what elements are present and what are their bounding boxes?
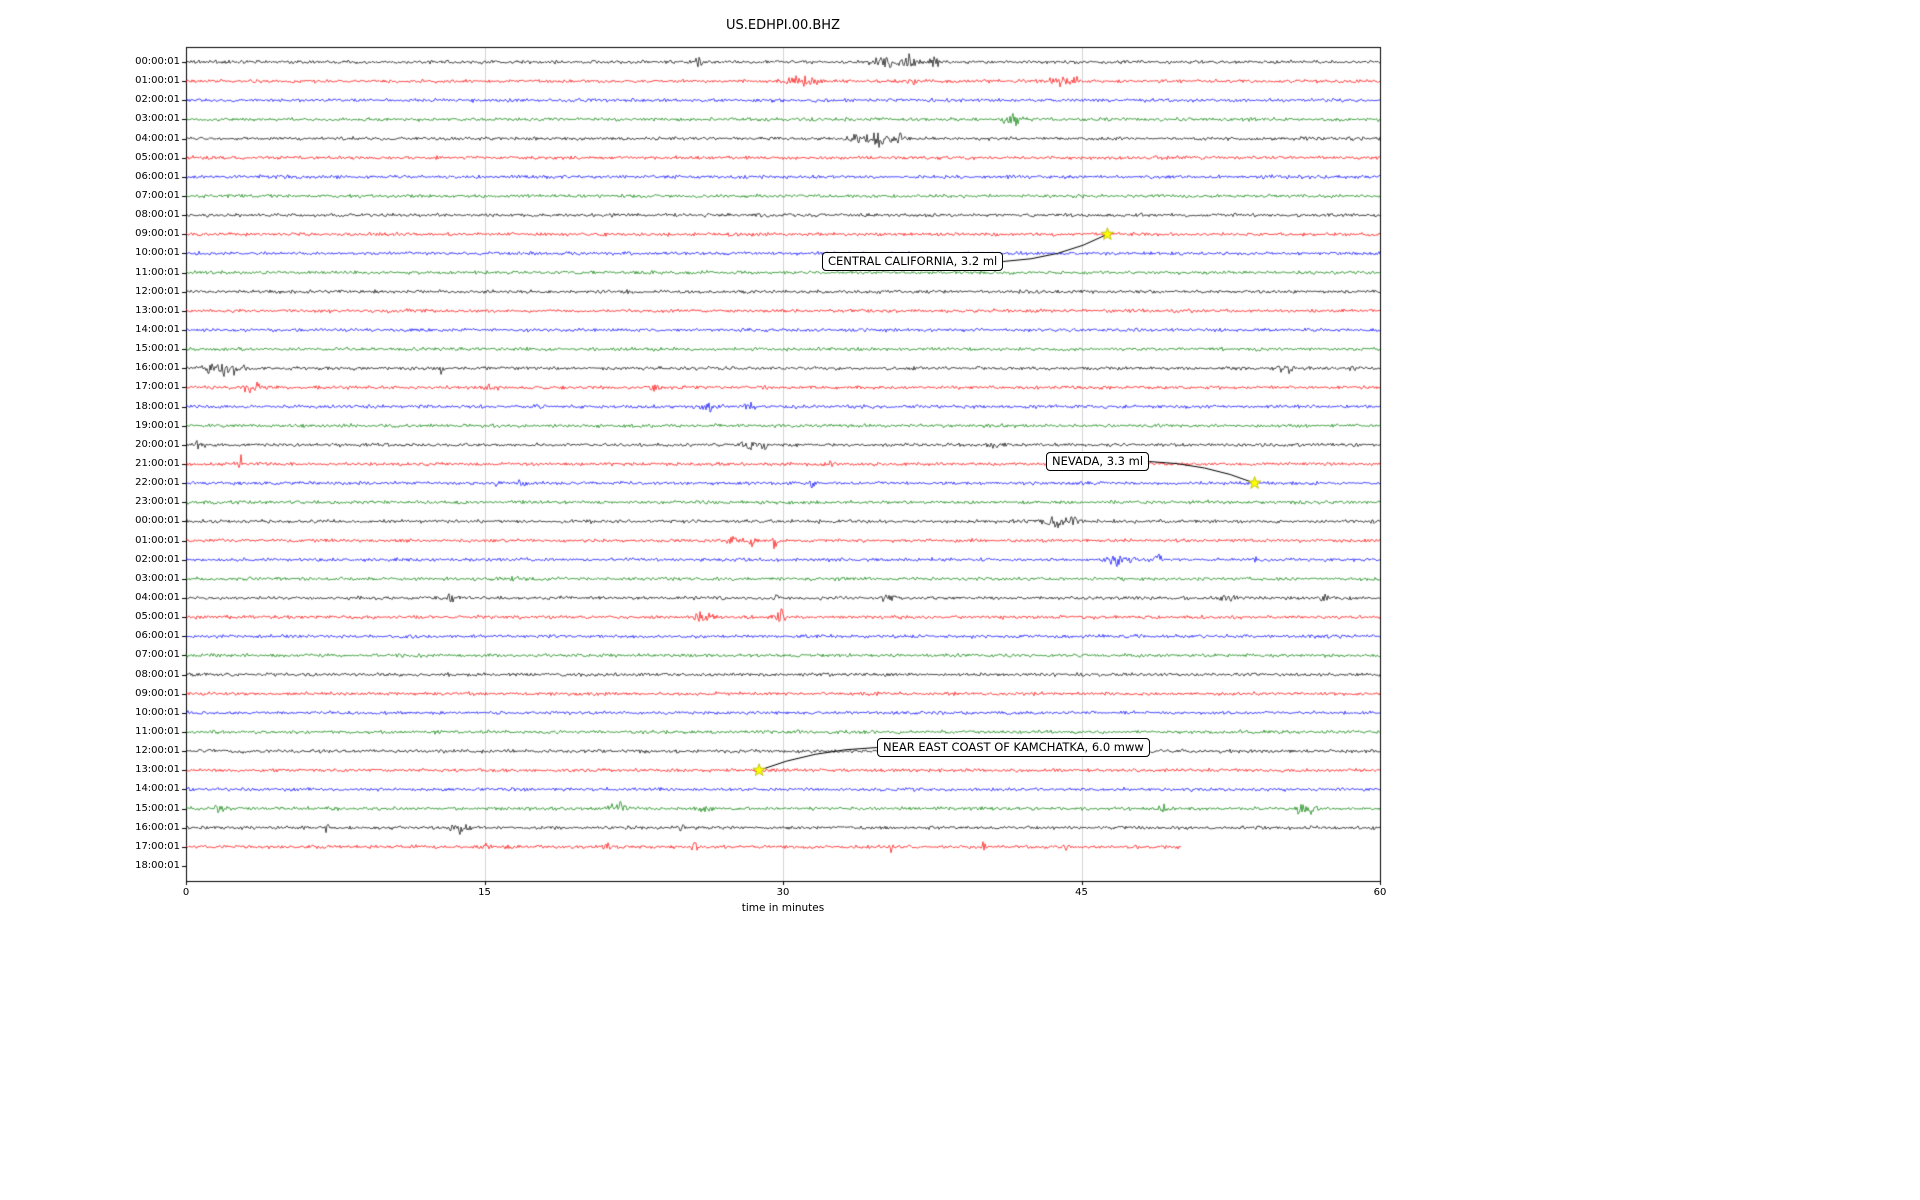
y-tick-label: 10:00:01 — [135, 706, 180, 718]
y-tick-label: 03:00:01 — [135, 572, 180, 584]
chart-title: US.EDHPI.00.BHZ — [726, 18, 840, 33]
y-tick-label: 09:00:01 — [135, 687, 180, 699]
y-tick-label: 17:00:01 — [135, 840, 180, 852]
y-tick-label: 03:00:01 — [135, 113, 180, 125]
y-tick-label: 05:00:01 — [135, 151, 180, 163]
y-tick-label: 13:00:01 — [135, 304, 180, 316]
y-tick-label: 04:00:01 — [135, 132, 180, 144]
y-tick-label: 13:00:01 — [135, 764, 180, 776]
y-tick-label: 20:00:01 — [135, 438, 180, 450]
y-tick-label: 00:00:01 — [135, 515, 180, 527]
y-tick-label: 09:00:01 — [135, 228, 180, 240]
y-tick-label: 08:00:01 — [135, 668, 180, 680]
x-axis-label: time in minutes — [741, 902, 825, 914]
y-tick-label: 17:00:01 — [135, 381, 180, 393]
y-tick-label: 12:00:01 — [135, 745, 180, 757]
event-annotation-kamchatka: NEAR EAST COAST OF KAMCHATKA, 6.0 mww — [877, 738, 1150, 758]
y-tick-label: 19:00:01 — [135, 419, 180, 431]
y-tick-label: 07:00:01 — [135, 649, 180, 661]
y-tick-label: 07:00:01 — [135, 190, 180, 201]
y-tick-label: 00:00:01 — [135, 56, 180, 67]
x-tick-label: 15 — [478, 887, 491, 898]
y-tick-label: 06:00:01 — [135, 630, 180, 642]
y-tick-label: 15:00:01 — [135, 802, 180, 814]
event-annotation-nevada: NEVADA, 3.3 ml — [1046, 452, 1150, 472]
y-tick-label: 11:00:01 — [135, 266, 180, 278]
y-tick-label: 16:00:01 — [135, 362, 180, 374]
x-tick-label: 30 — [776, 887, 790, 898]
x-tick-label: 0 — [182, 887, 190, 898]
x-tick-label: 45 — [1075, 887, 1088, 898]
y-tick-label: 05:00:01 — [135, 611, 180, 623]
y-tick-label: 01:00:01 — [135, 534, 180, 546]
y-tick-label: 04:00:01 — [135, 592, 180, 603]
y-tick-label: 11:00:01 — [135, 726, 180, 737]
event-annotation-central-california: CENTRAL CALIFORNIA, 3.2 ml — [822, 252, 1004, 272]
y-tick-label: 10:00:01 — [135, 247, 180, 259]
y-tick-label: 22:00:01 — [135, 477, 180, 489]
y-tick-label: 12:00:01 — [135, 285, 180, 297]
x-tick-label: 60 — [1373, 887, 1387, 898]
y-tick-label: 18:00:01 — [135, 860, 180, 871]
y-tick-label: 02:00:01 — [135, 553, 180, 565]
y-tick-label: 16:00:01 — [135, 821, 180, 833]
y-tick-label: 14:00:01 — [135, 324, 180, 335]
y-tick-label: 21:00:01 — [135, 458, 180, 469]
y-tick-label: 06:00:01 — [135, 170, 180, 182]
y-tick-label: 15:00:01 — [135, 343, 180, 355]
y-tick-label: 23:00:01 — [135, 496, 180, 508]
y-tick-label: 08:00:01 — [135, 209, 180, 221]
y-tick-label: 02:00:01 — [135, 94, 180, 106]
y-tick-label: 18:00:01 — [135, 400, 180, 412]
y-tick-label: 01:00:01 — [135, 75, 180, 87]
y-tick-label: 14:00:01 — [135, 783, 180, 795]
